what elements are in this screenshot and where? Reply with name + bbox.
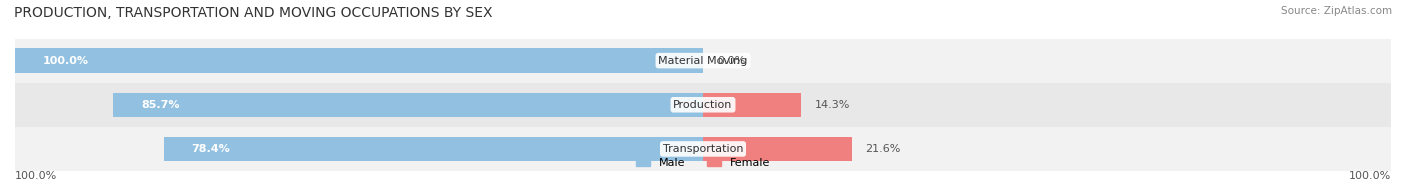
Text: PRODUCTION, TRANSPORTATION AND MOVING OCCUPATIONS BY SEX: PRODUCTION, TRANSPORTATION AND MOVING OC… — [14, 6, 492, 20]
Bar — [15, 39, 1391, 83]
Bar — [114, 93, 703, 117]
Text: Material Moving: Material Moving — [658, 56, 748, 66]
Text: 21.6%: 21.6% — [865, 144, 901, 154]
Text: 100.0%: 100.0% — [1348, 171, 1391, 181]
Bar — [15, 127, 1391, 171]
Text: 100.0%: 100.0% — [42, 56, 89, 66]
Text: 14.3%: 14.3% — [815, 100, 851, 110]
Legend: Male, Female: Male, Female — [631, 153, 775, 172]
Text: Production: Production — [673, 100, 733, 110]
Bar — [703, 137, 852, 161]
Bar — [15, 48, 703, 73]
Text: 85.7%: 85.7% — [141, 100, 180, 110]
Bar — [15, 83, 1391, 127]
Text: 100.0%: 100.0% — [15, 171, 58, 181]
Text: 78.4%: 78.4% — [191, 144, 229, 154]
Text: Transportation: Transportation — [662, 144, 744, 154]
Bar — [163, 137, 703, 161]
Bar — [703, 93, 801, 117]
Text: 0.0%: 0.0% — [717, 56, 745, 66]
Text: Source: ZipAtlas.com: Source: ZipAtlas.com — [1281, 6, 1392, 16]
